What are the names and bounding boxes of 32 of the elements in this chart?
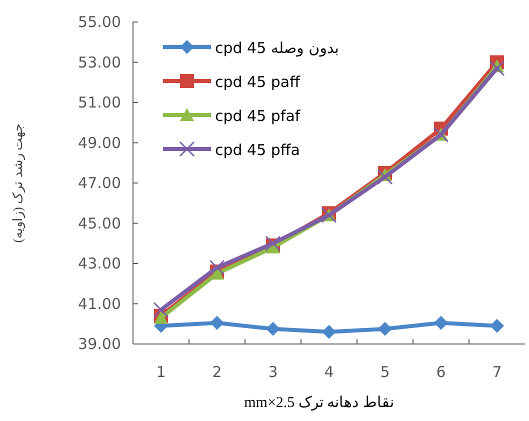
legend-label: cpd 45 paff: [215, 73, 301, 91]
x-tick-label: 4: [324, 363, 334, 381]
y-tick-label: 43.00: [78, 254, 121, 272]
y-tick-label: 47.00: [78, 174, 121, 192]
point: [153, 302, 169, 318]
y-tick-label: 51.00: [78, 94, 121, 112]
point: [378, 322, 392, 336]
point: [490, 318, 504, 333]
y-axis-title: جهت رشد ترک (زاویه): [10, 123, 26, 243]
x-tick-label: 6: [436, 363, 446, 381]
legend-label: cpd 45 pfaf: [215, 107, 301, 125]
point: [266, 322, 280, 336]
legend-label: cpd 45 pffa: [215, 141, 300, 159]
y-tick-label: 53.00: [78, 53, 121, 72]
x-tick-label: 1: [156, 363, 166, 381]
y-tick-label: 49.00: [78, 134, 121, 152]
x-tick-label: 7: [492, 363, 502, 381]
point: [210, 316, 224, 330]
y-tick-label: 39.00: [78, 335, 121, 353]
x-tick-label: 3: [268, 363, 278, 381]
point: [322, 324, 336, 339]
legend-label: cpd 45 بدون وصله: [215, 39, 339, 57]
x-tick-label: 5: [380, 363, 390, 381]
y-tick-label: 55.00: [78, 13, 121, 31]
point: [434, 316, 448, 330]
y-tick-label: 45.00: [78, 214, 121, 232]
point: [489, 60, 505, 76]
point: [209, 260, 225, 276]
x-tick-label: 2: [212, 363, 222, 381]
y-tick-label: 41.00: [78, 294, 121, 313]
point: [377, 169, 393, 185]
x-axis-title: نقاط دهانه ترک 2.5×mm: [244, 395, 394, 411]
